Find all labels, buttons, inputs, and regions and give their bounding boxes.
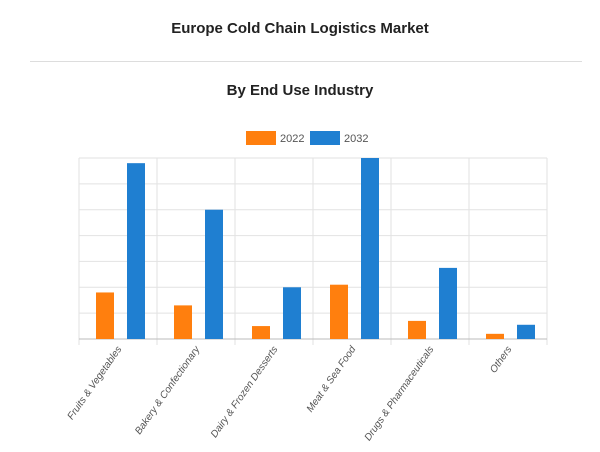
legend-swatch-2022 — [246, 131, 276, 145]
title-divider — [30, 61, 582, 62]
bar-2022-3 — [330, 284, 348, 339]
bar-2032-0 — [127, 163, 145, 339]
legend-label-2022: 2022 — [280, 133, 304, 145]
bar-2032-4 — [439, 267, 457, 339]
chart-title: Europe Cold Chain Logistics Market — [171, 20, 429, 37]
x-tick-label: Meat & Sea Food — [305, 344, 359, 414]
bar-2022-4 — [408, 320, 426, 339]
x-tick-label: Dairy & Frozen Desserts — [209, 344, 280, 440]
bar-2032-1 — [205, 209, 223, 339]
x-tick-label: Others — [488, 344, 514, 375]
x-tick-label: Drugs & Pharmaceuticals — [363, 344, 437, 443]
bar-2032-2 — [283, 287, 301, 339]
chart-subtitle: By End Use Industry — [226, 82, 374, 99]
legend-swatch-2032 — [310, 131, 340, 145]
bar-2032-5 — [517, 324, 535, 339]
legend-label-2032: 2032 — [344, 133, 368, 145]
bar-2032-3 — [361, 158, 379, 339]
bar-2022-1 — [174, 305, 192, 339]
x-tick-label: Fruits & Vegetables — [66, 344, 125, 421]
bar-2022-2 — [252, 326, 270, 339]
x-tick-label: Bakery & Confectionary — [133, 344, 203, 437]
bar-2022-5 — [486, 333, 504, 339]
bar-2022-0 — [96, 292, 114, 339]
